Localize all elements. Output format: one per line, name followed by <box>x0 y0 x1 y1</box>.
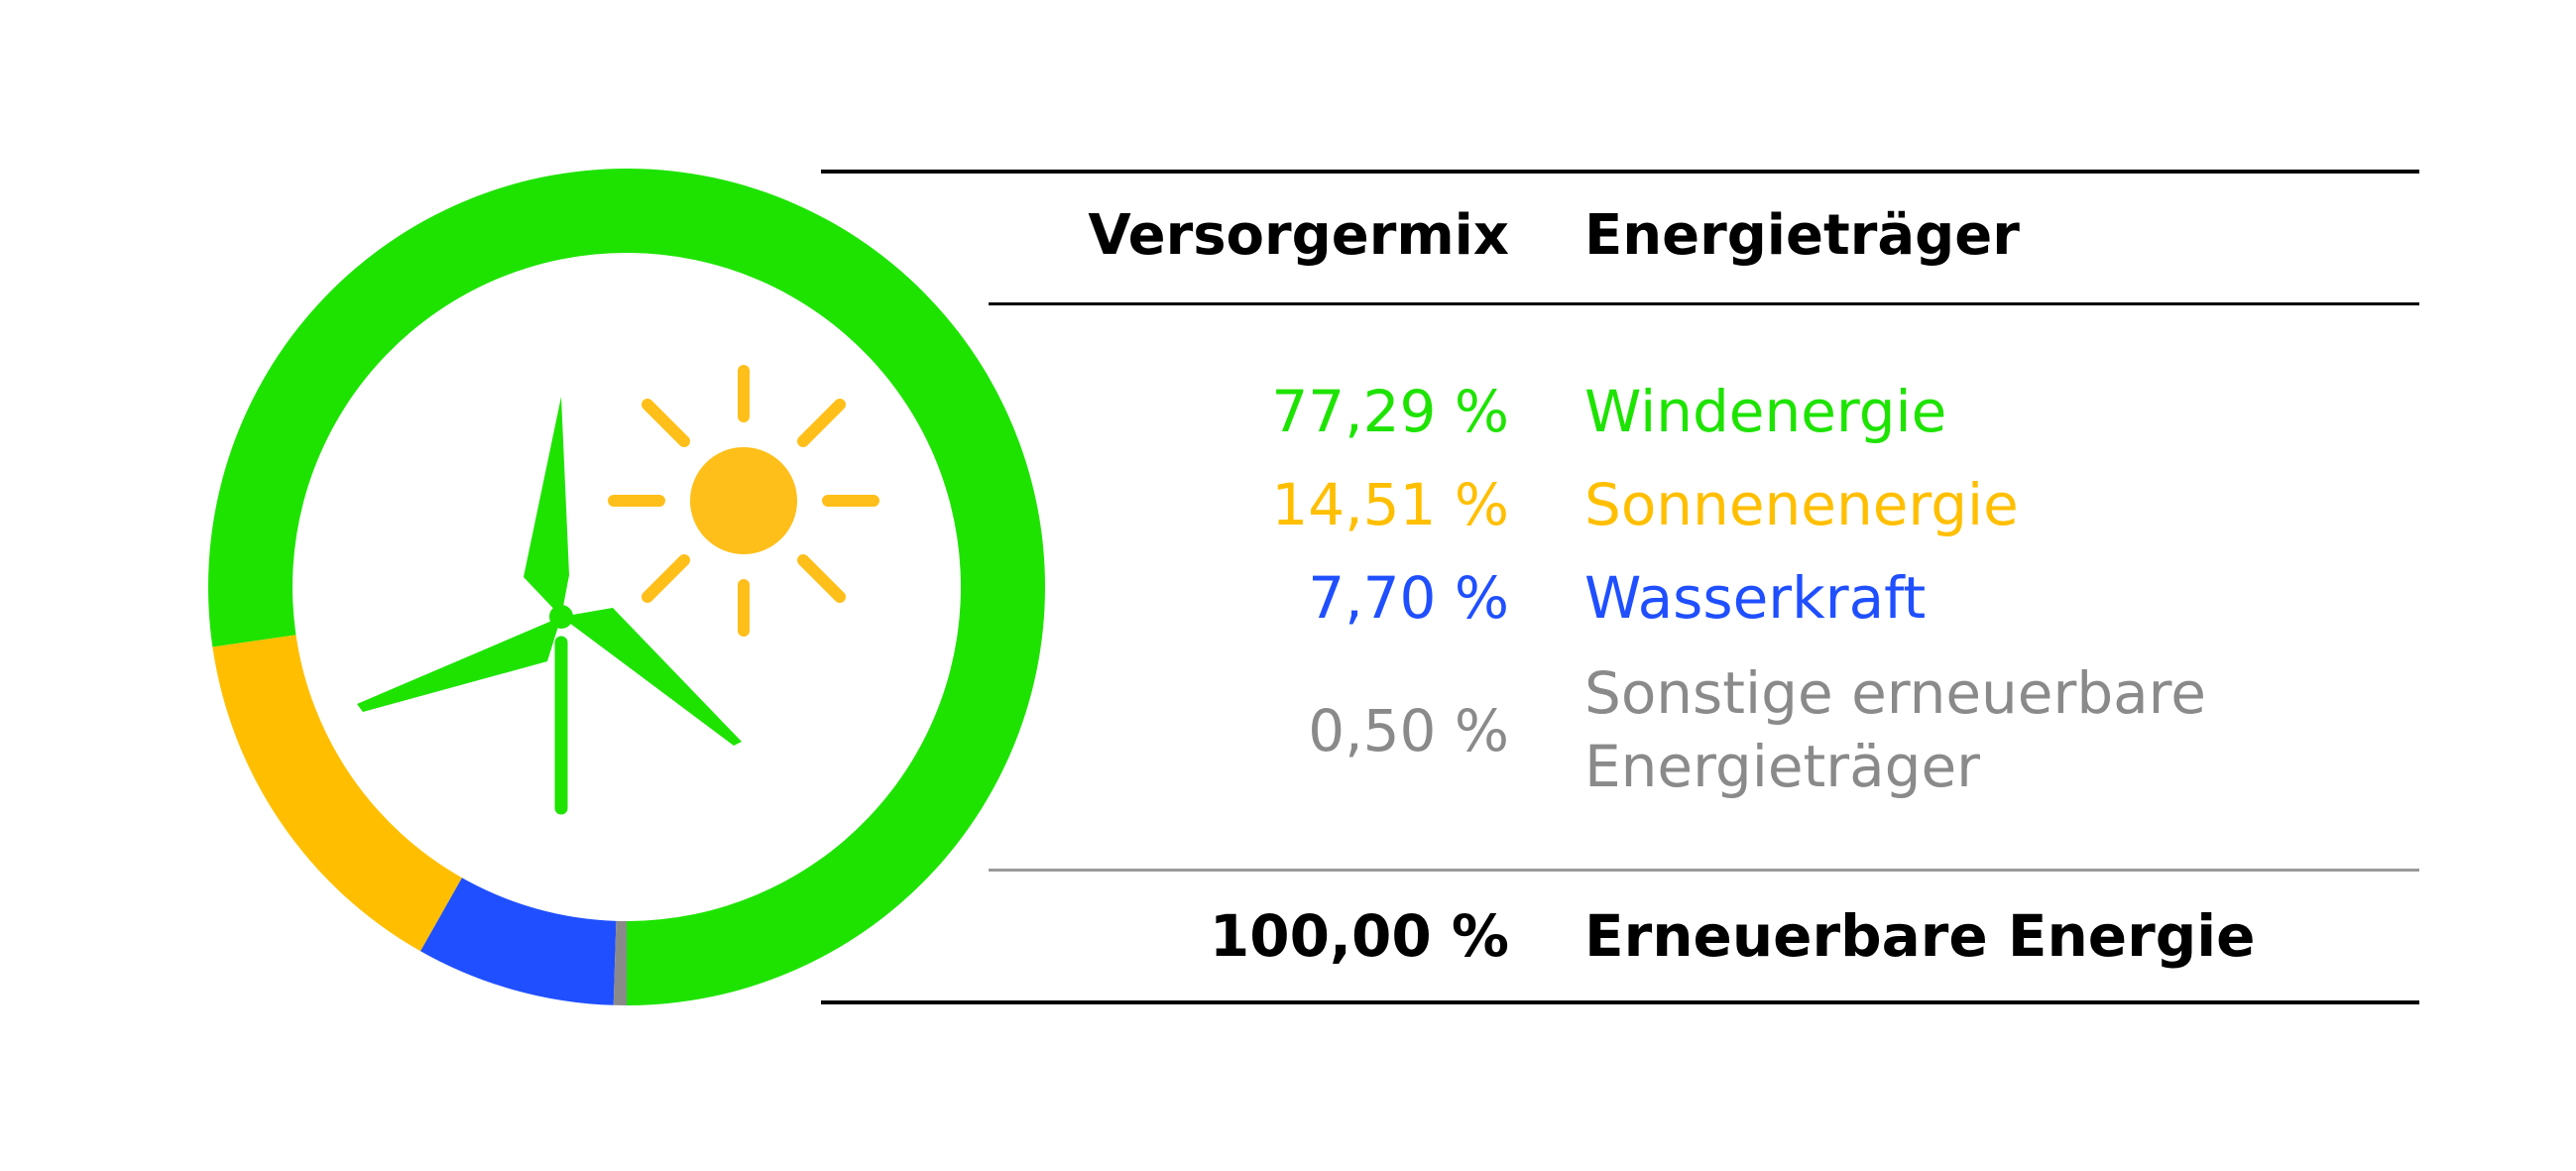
row-solar-percent: 14,51 % <box>1271 471 1509 538</box>
sun-icon <box>608 365 879 637</box>
row-other-label: Sonstige erneuerbare Energieträger <box>1584 659 2206 800</box>
wind-turbine-blade-right <box>561 608 742 746</box>
donut-segment-other <box>613 920 627 1005</box>
wind-turbine-hub <box>549 605 573 629</box>
total-percent: 100,00 % <box>1209 902 1509 970</box>
donut-segment-solar <box>212 635 462 952</box>
table-total-rule <box>989 869 2419 872</box>
row-other-percent: 0,50 % <box>1308 697 1509 764</box>
row-hydro-percent: 7,70 % <box>1308 564 1509 632</box>
wind-turbine-blade-up <box>524 397 569 617</box>
wind-turbine-icon <box>357 397 742 815</box>
table-bottom-rule <box>821 1000 2419 1004</box>
row-hydro-label: Wasserkraft <box>1584 564 1927 632</box>
header-versorgermix: Versorgermix <box>1088 203 1509 268</box>
sun-disc <box>690 447 797 554</box>
donut-segments <box>208 169 1045 1006</box>
row-solar-label: Sonnenenergie <box>1584 471 2019 538</box>
header-energietraeger: Energieträger <box>1584 203 2020 268</box>
donut-segment-hydro <box>420 878 617 1005</box>
row-wind-label: Windenergie <box>1584 378 1947 445</box>
row-wind-percent: 77,29 % <box>1271 378 1509 445</box>
wind-turbine-blade-left <box>357 617 561 712</box>
table-header-rule <box>989 302 2419 305</box>
total-label: Erneuerbare Energie <box>1584 902 2256 970</box>
sun-rays <box>608 365 879 637</box>
table-top-rule <box>821 170 2419 174</box>
